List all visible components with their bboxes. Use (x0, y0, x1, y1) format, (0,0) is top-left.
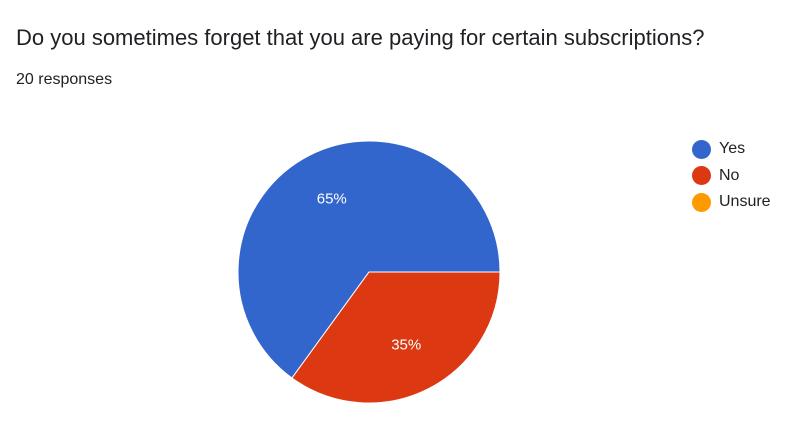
legend-label-no: No (719, 166, 740, 184)
legend-label-yes: Yes (719, 140, 746, 157)
legend-item-yes[interactable]: Yes (692, 139, 771, 159)
legend-swatch-no (692, 166, 711, 185)
pie-slice-no[interactable] (291, 271, 501, 404)
legend-item-unsure[interactable]: Unsure (692, 192, 771, 212)
chart-legend: Yes No Unsure (692, 139, 771, 219)
legend-item-no[interactable]: No (692, 166, 771, 186)
slice-label-yes: 65% (317, 190, 347, 207)
legend-swatch-unsure (692, 192, 711, 212)
legend-swatch-yes (692, 139, 711, 159)
question-title: Do you sometimes forget that you are pay… (16, 25, 705, 50)
slice-label-no: 35% (391, 337, 421, 354)
pie-slice-yes[interactable] (237, 140, 501, 379)
response-count: 20 responses (16, 71, 113, 88)
legend-label-unsure: Unsure (719, 193, 771, 210)
